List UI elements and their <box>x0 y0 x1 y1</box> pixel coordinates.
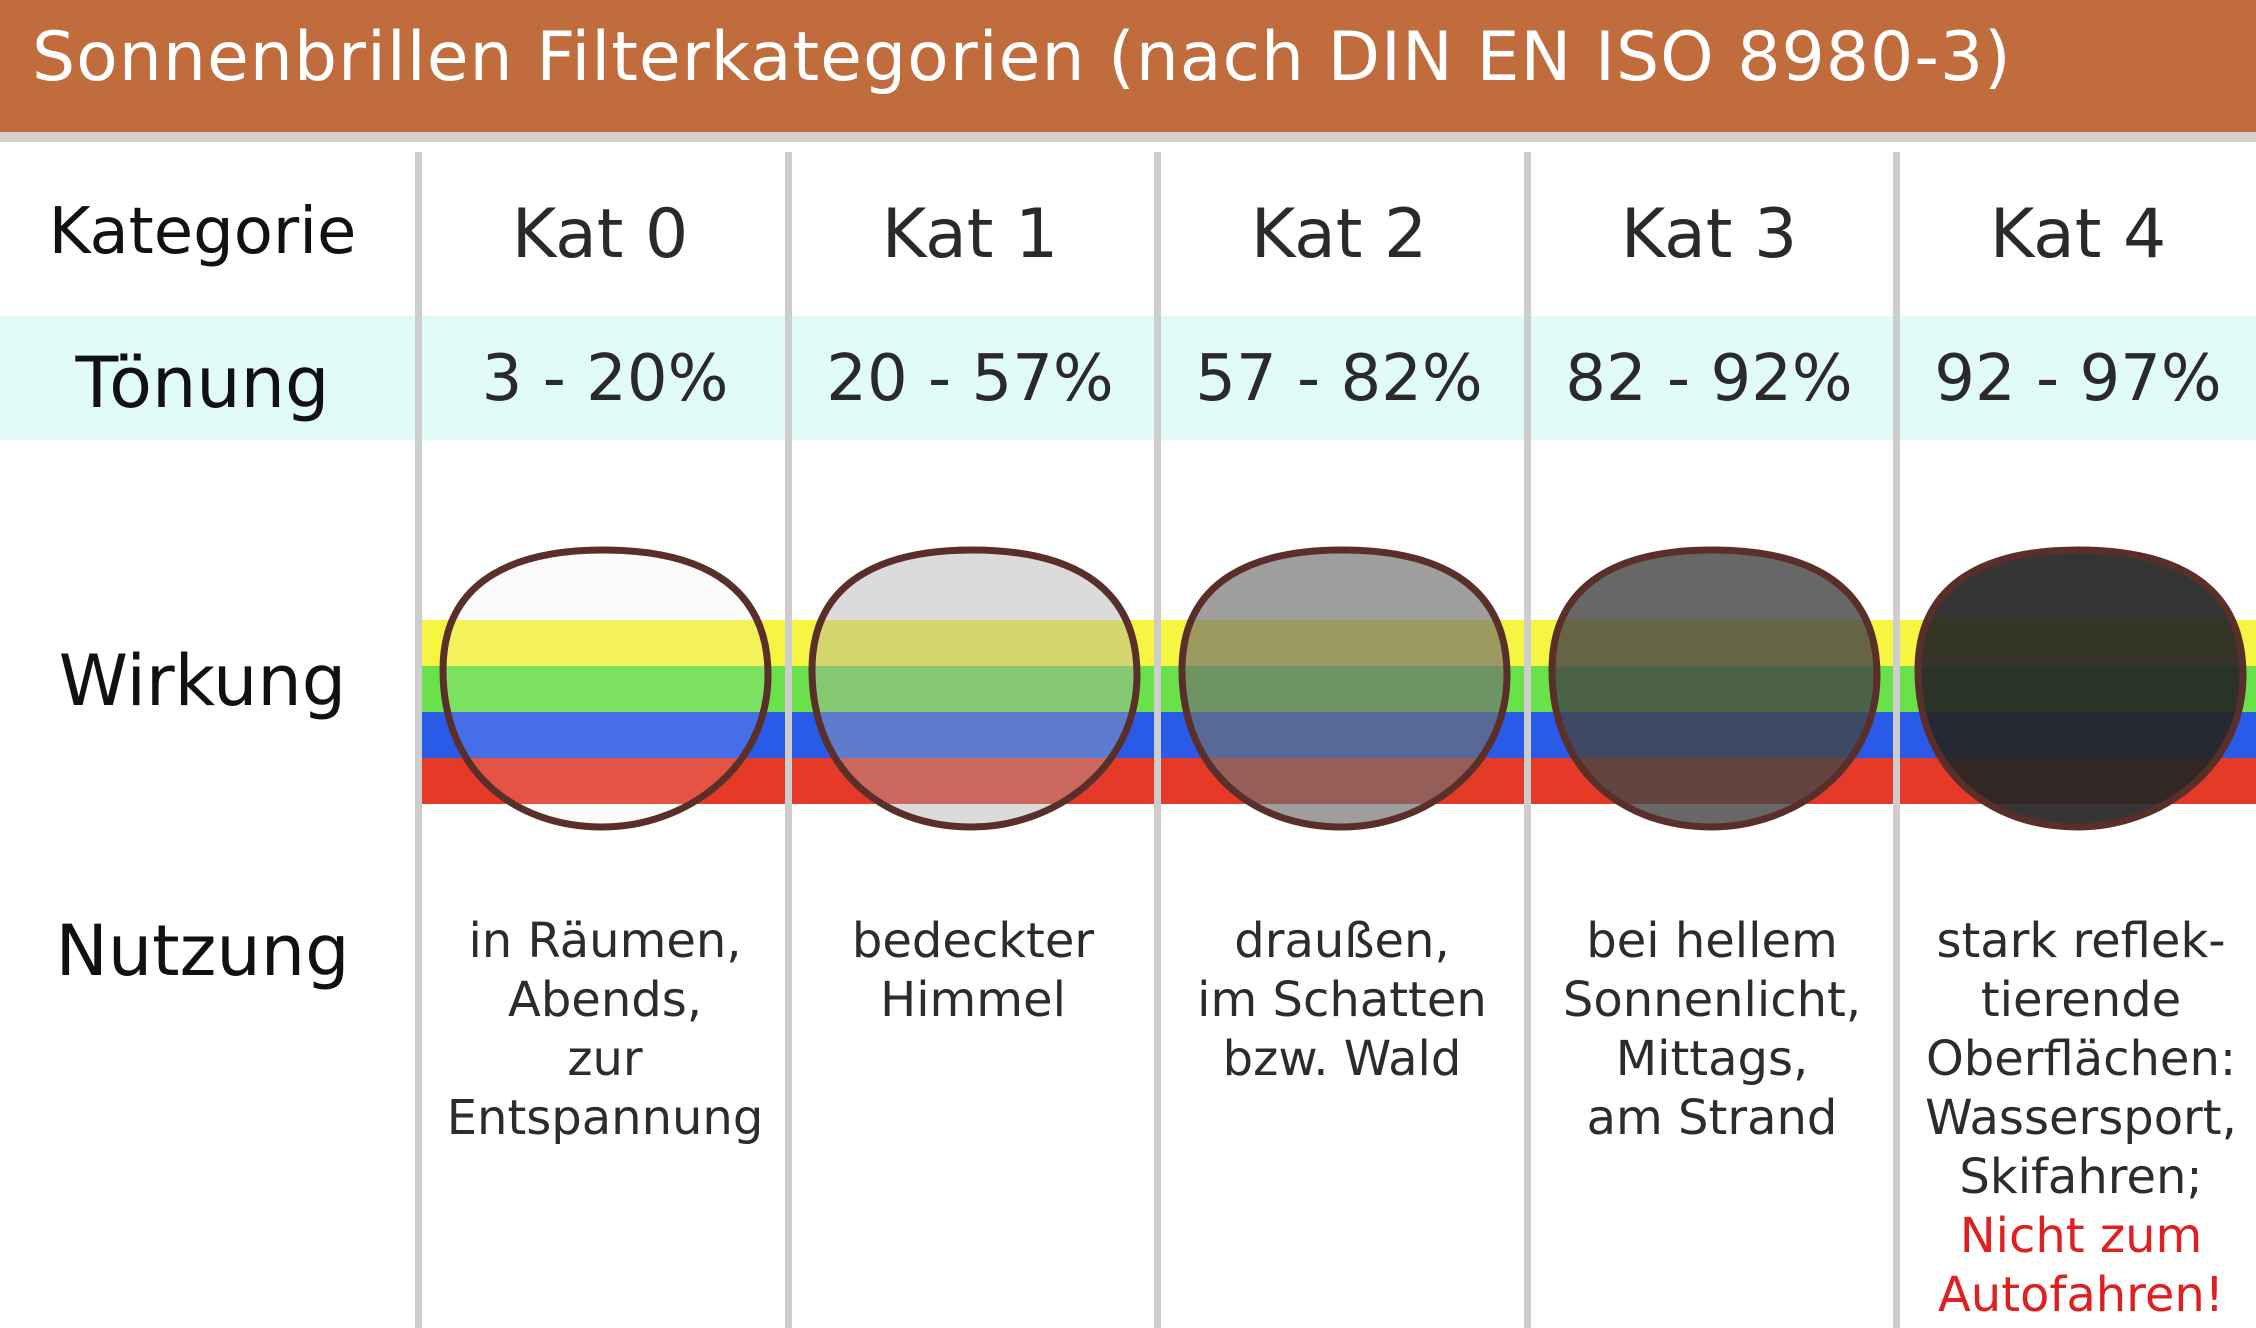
usage-line: Mittags, <box>1615 1031 1809 1087</box>
lens-kat-2 <box>1178 546 1511 831</box>
usage-line: zur <box>567 1031 643 1087</box>
lens-kat-3 <box>1548 546 1881 831</box>
usage-line: Wassersport, <box>1925 1090 2237 1146</box>
tint-value-kat-1: 20 - 57% <box>826 342 1114 416</box>
category-label-kat-2: Kat 2 <box>1250 195 1428 274</box>
category-label-kat-3: Kat 3 <box>1620 195 1798 274</box>
tint-value-kat-4: 92 - 97% <box>1934 342 2222 416</box>
spectrum-band <box>792 712 1154 758</box>
usage-line: Himmel <box>880 972 1066 1028</box>
usage-kat-1: bedeckter Himmel <box>788 912 1158 1030</box>
usage-line: stark reflek- <box>1936 913 2226 969</box>
usage-line: Entspannung <box>446 1090 764 1146</box>
category-label-kat-0: Kat 0 <box>511 195 689 274</box>
usage-line: Oberflächen: <box>1925 1031 2237 1087</box>
usage-kat-4: stark reflek- tierende Oberflächen: Wass… <box>1896 912 2256 1325</box>
row-label-effect: Wirkung <box>58 640 347 722</box>
spectrum-band <box>422 666 785 712</box>
category-label-kat-1: Kat 1 <box>881 195 1059 274</box>
usage-line: Sonnenlicht, <box>1562 972 1862 1028</box>
row-label-usage: Nutzung <box>55 910 350 992</box>
usage-line: bei hellem <box>1586 913 1838 969</box>
column-divider <box>1154 152 1161 1328</box>
category-label-kat-4: Kat 4 <box>1989 195 2167 274</box>
spectrum-band <box>792 620 1154 666</box>
lens-kat-4 <box>1914 546 2247 831</box>
usage-line: Abends, <box>508 972 702 1028</box>
tint-row-band <box>0 316 2256 440</box>
usage-kat-2: draußen, im Schatten bzw. Wald <box>1157 912 1527 1089</box>
header-bar: Sonnenbrillen Filterkategorien (nach DIN… <box>0 0 2256 142</box>
usage-line: Skifahren; <box>1959 1149 2203 1205</box>
lens-kat-0 <box>439 546 772 831</box>
row-label-tint: Tönung <box>75 342 330 424</box>
lens-kat-1 <box>808 546 1141 831</box>
spectrum-band <box>792 666 1154 712</box>
tint-value-kat-3: 82 - 92% <box>1565 342 1853 416</box>
usage-kat-0: in Räumen, Abends, zur Entspannung <box>420 912 790 1148</box>
usage-line: bzw. Wald <box>1222 1031 1462 1087</box>
row-label-category: Kategorie <box>48 195 357 269</box>
usage-line: in Räumen, <box>468 913 742 969</box>
usage-line: im Schatten <box>1197 972 1487 1028</box>
usage-line: bedeckter <box>851 913 1095 969</box>
usage-warning-line: Nicht zum <box>1959 1208 2203 1264</box>
column-divider <box>1893 152 1900 1328</box>
spectrum-band <box>422 712 785 758</box>
column-divider <box>785 152 792 1328</box>
usage-warning-line: Autofahren! <box>1937 1267 2225 1323</box>
tint-value-kat-0: 3 - 20% <box>481 342 729 416</box>
page-title: Sonnenbrillen Filterkategorien (nach DIN… <box>32 18 2012 97</box>
usage-line: am Strand <box>1586 1090 1838 1146</box>
column-divider <box>1524 152 1531 1328</box>
tint-value-kat-2: 57 - 82% <box>1195 342 1483 416</box>
usage-kat-3: bei hellem Sonnenlicht, Mittags, am Stra… <box>1527 912 1897 1148</box>
column-divider <box>415 152 422 1328</box>
spectrum-band <box>422 620 785 666</box>
lens-effect-illustration <box>422 546 2256 831</box>
usage-line: tierende <box>1980 972 2182 1028</box>
usage-line: draußen, <box>1234 913 1450 969</box>
